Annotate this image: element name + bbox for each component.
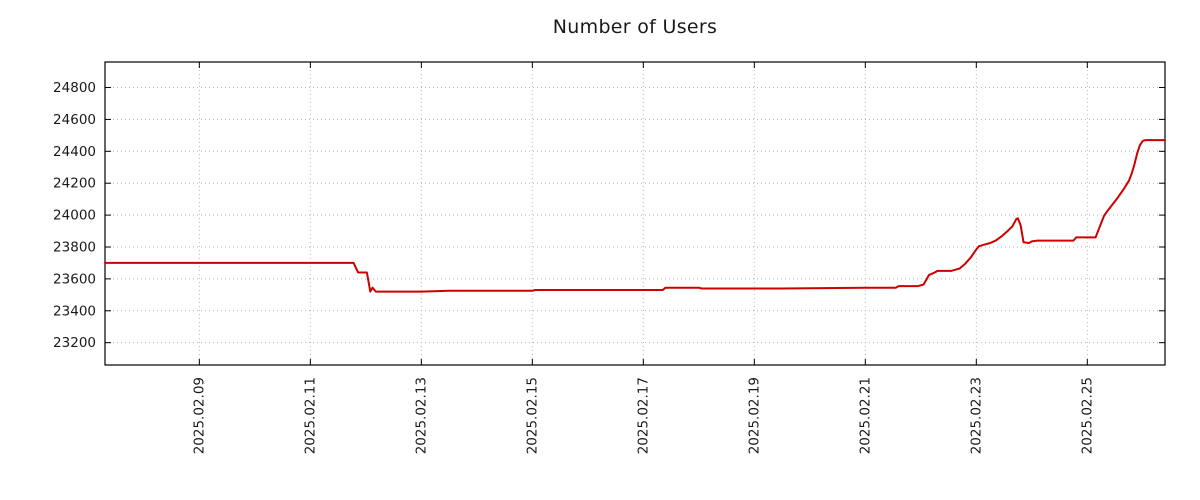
y-tick-label: 23400 — [53, 303, 96, 319]
x-tick-label: 2025.02.11 — [302, 377, 318, 454]
x-tick-label: 2025.02.13 — [413, 377, 429, 454]
x-tick-label: 2025.02.17 — [635, 377, 651, 454]
y-tick-label: 24400 — [53, 144, 96, 160]
y-tick-label: 24000 — [53, 208, 96, 224]
chart-title: Number of Users — [552, 16, 718, 38]
y-tick-label: 24200 — [53, 176, 96, 192]
x-tick-label: 2025.02.15 — [524, 377, 540, 454]
y-tick-label: 23200 — [53, 335, 96, 351]
plot-border — [104, 61, 1166, 366]
x-tick-label: 2025.02.21 — [857, 377, 873, 454]
y-tick-label: 24600 — [53, 112, 96, 128]
y-tick-label: 23600 — [53, 271, 96, 287]
x-tick-label: 2025.02.19 — [746, 377, 762, 454]
series-line — [104, 139, 1166, 293]
y-tick-label: 24800 — [53, 80, 96, 96]
y-tick-label: 23800 — [53, 239, 96, 255]
x-tick-label: 2025.02.23 — [968, 377, 984, 454]
x-tick-label: 2025.02.09 — [191, 377, 207, 454]
x-tick-label: 2025.02.25 — [1079, 377, 1095, 454]
